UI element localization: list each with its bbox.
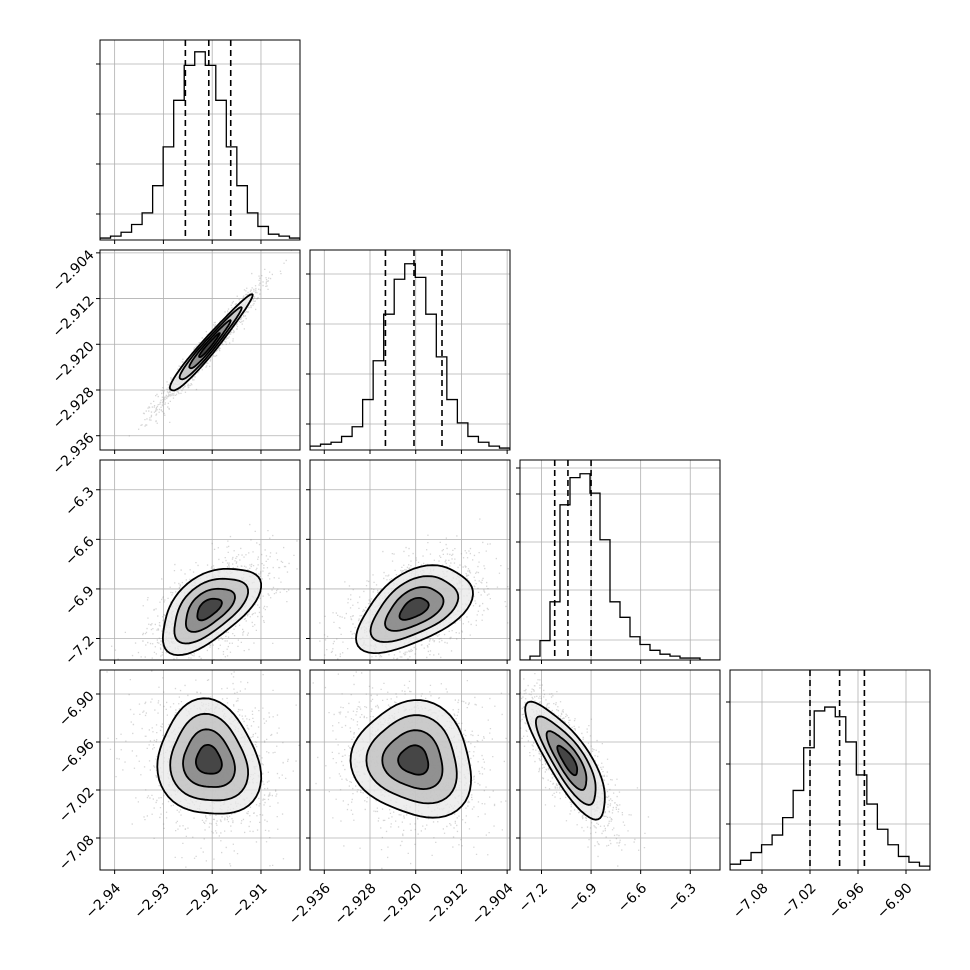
y-tick-label: −2.928	[50, 384, 98, 432]
panel-frame	[99, 249, 301, 451]
scatter-panel-2-3: −7.2 −6.9 −6.6 −6.3	[516, 669, 721, 916]
y-tick-label: −2.920	[50, 339, 98, 387]
x-tick-label: −6.90	[874, 880, 916, 922]
panel-frame	[309, 249, 511, 451]
x-tick-label: −2.920	[377, 880, 425, 928]
y-tick-label: −6.96	[56, 736, 98, 778]
scatter-panel-0-2: −7.2 −6.9 −6.6 −6.3	[62, 459, 301, 668]
panel-plot-area	[730, 670, 930, 870]
x-tick-label: −2.904	[469, 880, 517, 928]
contour-line	[384, 586, 445, 632]
histogram-panel-0	[96, 39, 301, 244]
panel-frame	[99, 669, 301, 871]
histogram-step	[100, 51, 300, 240]
panel-frame	[519, 669, 721, 871]
x-tick-label: −7.2	[516, 880, 551, 915]
histogram-panel-1	[306, 249, 511, 454]
contour-line	[178, 306, 243, 381]
contour-line	[355, 564, 474, 655]
density-fill	[195, 744, 222, 774]
contour-line	[556, 744, 579, 777]
contour-line	[397, 744, 430, 776]
scatter-panel-0-3: −2.94 −2.93 −2.92 −2.91 −7.08 −7.02 −6.96 −6.90	[56, 669, 301, 922]
contour-line	[369, 575, 460, 643]
y-tick-label: −6.9	[62, 583, 97, 618]
histogram-step	[310, 263, 510, 450]
density-fill	[197, 598, 222, 621]
panel-plot-area	[100, 40, 300, 240]
y-tick-label: −6.3	[62, 484, 97, 519]
contour-line	[156, 697, 263, 815]
histogram-panel-3: −7.08 −7.02 −6.96 −6.90	[726, 669, 931, 922]
contour-line	[545, 730, 588, 791]
x-tick-label: −6.3	[665, 880, 700, 915]
contour-line	[182, 728, 236, 788]
x-tick-label: −2.912	[423, 880, 471, 928]
density-fill	[199, 333, 220, 358]
x-tick-label: −6.6	[615, 880, 650, 915]
panel-frame	[309, 459, 511, 661]
scatter-panel-0-1: −2.936−2.928−2.920−2.912−2.904	[50, 247, 301, 478]
panel-plot-area	[520, 670, 720, 870]
x-tick-label: −2.93	[131, 880, 173, 922]
contour-line	[196, 597, 223, 622]
y-tick-label: −6.90	[56, 688, 98, 730]
y-tick-label: −7.08	[56, 832, 98, 874]
x-tick-label: −2.92	[180, 880, 222, 922]
panel-frame	[519, 459, 721, 661]
contour-line	[198, 332, 221, 358]
contour-line	[349, 699, 473, 819]
contour-line	[168, 293, 254, 392]
contour-line	[161, 568, 262, 657]
histogram-panel-2	[516, 459, 721, 664]
y-tick-label: −2.936	[50, 430, 98, 478]
contour-line	[194, 744, 223, 775]
scatter-panel-1-2	[306, 459, 511, 664]
x-tick-label: −2.94	[83, 880, 125, 922]
panel-frame	[729, 669, 931, 871]
contour-line	[534, 715, 597, 806]
y-tick-label: −2.904	[50, 247, 98, 295]
x-tick-label: −2.91	[229, 880, 271, 922]
histogram-step	[730, 706, 930, 870]
panel-plot-area	[520, 460, 720, 660]
panel-frame	[99, 39, 301, 241]
contour-line	[188, 319, 232, 370]
scatter-points	[319, 518, 509, 660]
y-tick-label: −7.02	[56, 784, 98, 826]
panel-frame	[309, 669, 511, 871]
x-tick-label: −7.08	[730, 880, 772, 922]
contour-line	[398, 597, 430, 621]
x-tick-label: −6.96	[826, 880, 868, 922]
x-tick-label: −6.9	[565, 880, 600, 915]
contour-line	[184, 587, 236, 633]
panel-frame	[99, 459, 301, 661]
y-tick-label: −6.6	[62, 534, 97, 569]
panel-plot-area	[100, 250, 300, 450]
panel-plot-area	[100, 460, 300, 660]
y-tick-label: −7.2	[62, 633, 97, 668]
panel-plot-area	[310, 670, 510, 870]
panel-plot-area	[310, 460, 510, 660]
contour-line	[365, 714, 458, 805]
density-fill	[398, 745, 429, 775]
panel-plot-area	[310, 250, 510, 450]
x-tick-label: −7.02	[778, 880, 820, 922]
contour-line	[381, 729, 444, 791]
histogram-step	[520, 473, 720, 660]
x-tick-label: −2.936	[286, 880, 334, 928]
y-tick-label: −2.912	[50, 293, 98, 341]
panel-plot-area	[100, 670, 300, 870]
contour-line	[173, 577, 250, 645]
contour-line	[524, 700, 606, 821]
contour-line	[169, 712, 250, 802]
x-tick-label: −2.928	[332, 880, 380, 928]
density-fill	[557, 745, 578, 776]
scatter-panel-1-3: −2.936−2.928−2.920−2.912−2.904	[286, 669, 517, 928]
